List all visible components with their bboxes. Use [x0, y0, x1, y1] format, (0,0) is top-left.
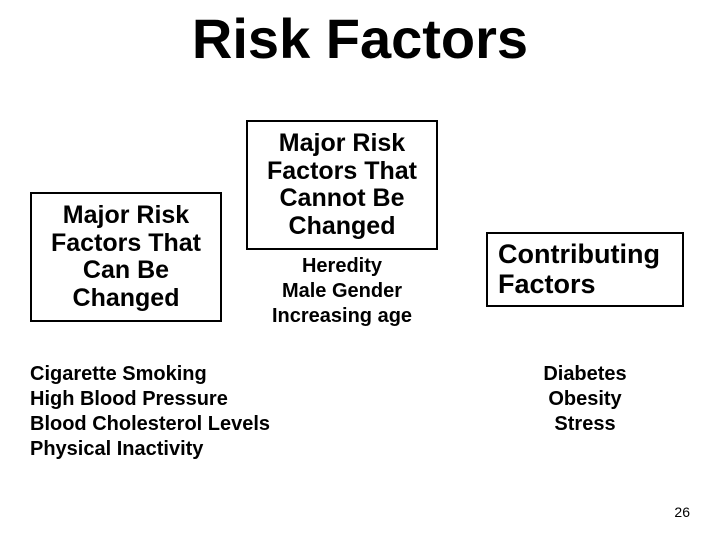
list-item: Physical Inactivity	[30, 437, 270, 462]
box-line: Major Risk	[42, 202, 210, 230]
box-line: Changed	[258, 213, 426, 241]
list-item: Blood Cholesterol Levels	[30, 412, 270, 437]
box-line: Major Risk	[258, 130, 426, 158]
page-number: 26	[674, 504, 690, 520]
list-item: Cigarette Smoking	[30, 362, 270, 387]
list-item: Stress	[486, 412, 684, 437]
box-line: Factors	[498, 270, 672, 300]
box-line: Changed	[42, 285, 210, 313]
list-can-be-changed: Cigarette Smoking High Blood Pressure Bl…	[30, 362, 270, 462]
box-can-be-changed: Major Risk Factors That Can Be Changed	[30, 192, 222, 322]
list-item: Obesity	[486, 387, 684, 412]
box-line: Can Be	[42, 257, 210, 285]
list-cannot-be-changed: Heredity Male Gender Increasing age	[246, 254, 438, 329]
box-cannot-be-changed: Major Risk Factors That Cannot Be Change…	[246, 120, 438, 250]
box-line: Contributing	[498, 240, 672, 270]
box-contributing-factors: Contributing Factors	[486, 232, 684, 307]
box-line: Factors That	[42, 230, 210, 258]
list-item: Male Gender	[246, 279, 438, 304]
slide-title: Risk Factors	[0, 6, 720, 71]
list-item: Heredity	[246, 254, 438, 279]
box-line: Cannot Be	[258, 185, 426, 213]
list-item: High Blood Pressure	[30, 387, 270, 412]
box-line: Factors That	[258, 158, 426, 186]
slide: Risk Factors Major Risk Factors That Can…	[0, 0, 720, 540]
list-contributing-factors: Diabetes Obesity Stress	[486, 362, 684, 437]
list-item: Increasing age	[246, 304, 438, 329]
list-item: Diabetes	[486, 362, 684, 387]
